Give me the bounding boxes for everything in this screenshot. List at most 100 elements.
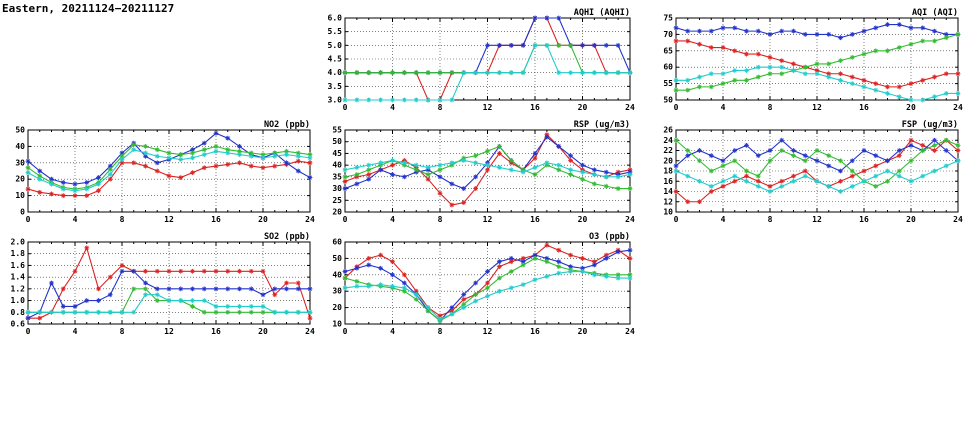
svg-text:20: 20: [906, 215, 916, 224]
svg-text:8: 8: [438, 103, 443, 112]
svg-text:60: 60: [663, 63, 673, 72]
svg-text:50: 50: [663, 96, 673, 105]
svg-text:16: 16: [663, 177, 673, 186]
svg-text:1.6: 1.6: [11, 261, 26, 270]
svg-text:0: 0: [674, 215, 679, 224]
svg-text:25: 25: [332, 196, 342, 205]
svg-text:16: 16: [859, 215, 869, 224]
chart-svg: 0 4 8 12 16 20 24 10 20 30 40 50 60 O3 (ppb): [332, 232, 635, 336]
svg-text:0: 0: [26, 327, 31, 336]
svg-text:65: 65: [663, 46, 673, 55]
svg-text:12: 12: [663, 197, 673, 206]
svg-text:4: 4: [390, 103, 395, 112]
chart-svg: 0 4 8 12 16 20 24 0 10 20 30 40 50 NO2 (ppb): [15, 120, 315, 224]
svg-text:20: 20: [578, 327, 588, 336]
svg-text:1.2: 1.2: [11, 284, 26, 293]
svg-text:4: 4: [390, 215, 395, 224]
svg-text:50: 50: [15, 126, 25, 135]
chart-no2: 0 4 8 12 16 20 24 0 10 20 30 40 50 NO2 (ppb): [2, 118, 316, 228]
svg-text:20: 20: [578, 103, 588, 112]
svg-text:0: 0: [343, 103, 348, 112]
svg-text:16: 16: [530, 215, 540, 224]
svg-text:8: 8: [120, 327, 125, 336]
svg-text:20: 20: [15, 175, 25, 184]
svg-text:12: 12: [164, 327, 174, 336]
svg-text:70: 70: [663, 30, 673, 39]
svg-text:16: 16: [211, 327, 221, 336]
svg-text:10: 10: [332, 320, 342, 329]
svg-text:24: 24: [625, 327, 635, 336]
svg-text:18: 18: [663, 167, 673, 176]
svg-text:0.8: 0.8: [11, 308, 26, 317]
svg-text:50: 50: [332, 254, 342, 263]
svg-text:1.8: 1.8: [11, 249, 26, 258]
svg-text:40: 40: [15, 142, 25, 151]
chart-rsp: 0 4 8 12 16 20 24 20 25 30 35 40 45 50 55 RSP (ug/m3): [319, 118, 636, 228]
svg-text:14: 14: [663, 187, 673, 196]
chart-svg: 0 4 8 12 16 20 24 50 55 60 65 70 75 AQI (AQI): [663, 8, 963, 112]
svg-text:20: 20: [332, 208, 342, 217]
svg-text:3.5: 3.5: [328, 82, 343, 91]
svg-text:55: 55: [663, 79, 673, 88]
chart-svg: 0 4 8 12 16 20 24 3.0 3.5 4.0 4.5 5.0 5.5 6.0 AQHI (AQ…: [328, 8, 635, 112]
svg-text:6.0: 6.0: [328, 14, 343, 23]
svg-text:45: 45: [332, 149, 342, 158]
svg-text:12: 12: [483, 215, 493, 224]
svg-text:12: 12: [812, 103, 822, 112]
svg-text:24: 24: [953, 103, 963, 112]
svg-text:16: 16: [211, 215, 221, 224]
svg-text:12: 12: [812, 215, 822, 224]
svg-text:26: 26: [663, 126, 673, 135]
svg-text:75: 75: [663, 14, 673, 23]
svg-text:NO2 (ppb): NO2 (ppb): [264, 120, 310, 130]
svg-text:4: 4: [73, 327, 78, 336]
svg-text:8: 8: [120, 215, 125, 224]
svg-text:1.0: 1.0: [11, 296, 26, 305]
svg-text:4: 4: [721, 215, 726, 224]
svg-text:20: 20: [332, 303, 342, 312]
svg-text:20: 20: [906, 103, 916, 112]
svg-text:16: 16: [859, 103, 869, 112]
chart-o3: 0 4 8 12 16 20 24 10 20 30 40 50 60 O3 (ppb): [319, 230, 636, 340]
svg-text:5.0: 5.0: [328, 41, 343, 50]
page-title: Eastern, 20211124−20211127: [2, 2, 175, 15]
svg-text:24: 24: [663, 136, 673, 145]
svg-text:4.0: 4.0: [328, 68, 343, 77]
svg-text:50: 50: [332, 137, 342, 146]
svg-text:60: 60: [332, 238, 342, 247]
svg-text:AQHI (AQHI): AQHI (AQHI): [574, 8, 630, 18]
svg-text:8: 8: [768, 215, 773, 224]
chart-so2: 0 4 8 12 16 20 24 0.6 0.8 1.0 1.2 1.4 1.6 1.8 2.0 SO2 (…: [2, 230, 316, 340]
svg-text:0: 0: [20, 208, 25, 217]
svg-text:22: 22: [663, 146, 673, 155]
svg-text:5.5: 5.5: [328, 27, 343, 36]
svg-text:20: 20: [578, 215, 588, 224]
svg-text:30: 30: [332, 184, 342, 193]
svg-text:10: 10: [15, 191, 25, 200]
svg-text:RSP (ug/m3): RSP (ug/m3): [574, 120, 630, 130]
svg-text:3.0: 3.0: [328, 96, 343, 105]
svg-text:8: 8: [438, 215, 443, 224]
svg-text:24: 24: [305, 327, 315, 336]
chart-aqhi: 0 4 8 12 16 20 24 3.0 3.5 4.0 4.5 5.0 5.5 6.0 AQHI (AQ…: [319, 6, 636, 116]
svg-text:24: 24: [625, 215, 635, 224]
svg-text:AQI (AQI): AQI (AQI): [912, 8, 958, 18]
svg-text:8: 8: [438, 327, 443, 336]
svg-text:0: 0: [674, 103, 679, 112]
svg-text:16: 16: [530, 327, 540, 336]
chart-svg: 0 4 8 12 16 20 24 20 25 30 35 40 45 50 55 RSP (ug/m3): [332, 120, 635, 224]
svg-text:0: 0: [343, 215, 348, 224]
svg-text:1.4: 1.4: [11, 273, 26, 282]
svg-text:4: 4: [73, 215, 78, 224]
svg-text:0: 0: [343, 327, 348, 336]
svg-text:20: 20: [663, 156, 673, 165]
svg-text:2.0: 2.0: [11, 238, 26, 247]
svg-text:40: 40: [332, 161, 342, 170]
svg-text:12: 12: [164, 215, 174, 224]
chart-aqi: 0 4 8 12 16 20 24 50 55 60 65 70 75 AQI (AQI): [650, 6, 964, 116]
svg-text:24: 24: [953, 215, 963, 224]
svg-text:35: 35: [332, 172, 342, 181]
svg-text:SO2 (ppb): SO2 (ppb): [264, 232, 310, 242]
svg-text:8: 8: [768, 103, 773, 112]
